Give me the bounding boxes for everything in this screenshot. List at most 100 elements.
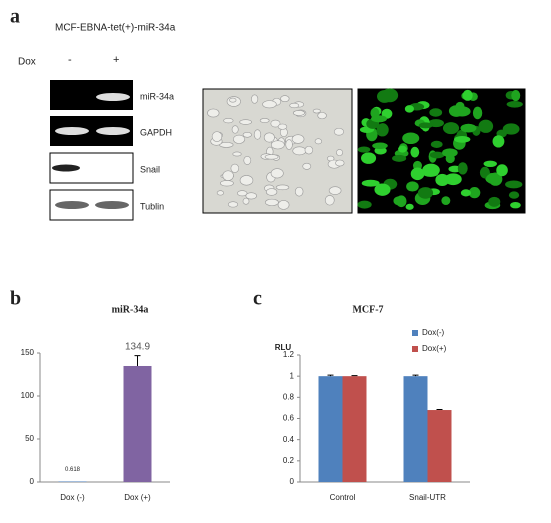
cell xyxy=(242,132,252,138)
cell xyxy=(243,155,252,165)
cell xyxy=(207,108,220,118)
value-label: 134.9 xyxy=(125,341,150,352)
cell xyxy=(239,119,252,125)
cell xyxy=(263,132,275,143)
cell xyxy=(429,108,443,117)
cell xyxy=(453,106,471,117)
cell xyxy=(231,125,239,134)
cell xyxy=(251,94,259,104)
dox-label: Dox xyxy=(18,57,36,68)
cell xyxy=(462,89,473,101)
error-bar xyxy=(412,374,419,377)
panel-title: MCF-EBNA-tet(+)-miR-34a xyxy=(55,23,176,34)
bar xyxy=(58,481,87,482)
cell xyxy=(478,119,494,133)
bar xyxy=(427,410,452,482)
y-tick-label: 0.4 xyxy=(283,435,295,444)
cell xyxy=(472,106,483,120)
band xyxy=(55,201,89,209)
cell xyxy=(285,139,293,150)
cell xyxy=(304,145,314,155)
y-tick-label: 0.8 xyxy=(283,392,295,401)
cell xyxy=(510,201,521,209)
cell xyxy=(486,173,501,185)
cell xyxy=(418,122,433,129)
cell xyxy=(417,187,434,199)
legend-swatch xyxy=(412,346,418,352)
cell xyxy=(442,148,458,158)
cell xyxy=(483,160,497,168)
cell xyxy=(468,187,481,199)
cell xyxy=(229,97,237,103)
cell xyxy=(333,127,345,136)
cell xyxy=(242,197,250,205)
cell xyxy=(292,146,307,156)
y-tick-label: 1.2 xyxy=(283,350,295,359)
cell xyxy=(357,200,372,209)
bar xyxy=(123,365,152,482)
cell xyxy=(262,100,277,109)
chart-title: MCF-7 xyxy=(352,304,383,315)
cell xyxy=(372,142,388,150)
legend-label: Dox(+) xyxy=(422,344,447,353)
y-axis-label: RLU xyxy=(275,343,292,352)
blot-label: Tublin xyxy=(140,201,164,211)
y-tick-label: 150 xyxy=(21,348,35,357)
cell xyxy=(402,132,420,145)
cell xyxy=(264,154,279,160)
cell xyxy=(270,119,281,128)
band xyxy=(52,164,80,172)
x-tick-label: Dox (-) xyxy=(60,493,85,502)
cell xyxy=(404,105,414,113)
y-tick-label: 100 xyxy=(21,391,35,400)
band xyxy=(55,127,89,135)
brightfield-image xyxy=(202,88,353,214)
cell xyxy=(357,146,371,153)
cell xyxy=(430,140,443,148)
cell xyxy=(422,170,439,177)
cell xyxy=(460,189,472,197)
cell xyxy=(376,123,389,137)
error-bar xyxy=(351,375,358,377)
error-bar xyxy=(327,374,334,377)
condition-label: + xyxy=(113,54,119,66)
cell xyxy=(265,188,278,196)
cell xyxy=(392,154,407,162)
blot-label: miR-34a xyxy=(140,91,174,101)
cell xyxy=(294,186,304,197)
band xyxy=(95,201,129,209)
band xyxy=(96,93,130,101)
cell xyxy=(222,170,234,181)
y-tick-label: 0.2 xyxy=(283,456,295,465)
value-label: 0.618 xyxy=(65,467,81,473)
cell xyxy=(502,123,520,135)
cell xyxy=(370,115,387,123)
cell xyxy=(292,110,305,116)
cell xyxy=(406,181,419,192)
cell xyxy=(220,180,234,187)
cell xyxy=(237,190,248,197)
legend-swatch xyxy=(412,330,418,336)
cell xyxy=(376,89,393,103)
cell xyxy=(239,175,254,186)
cell xyxy=(211,131,223,142)
cell xyxy=(492,135,505,148)
cell xyxy=(280,95,290,103)
x-tick-label: Dox (+) xyxy=(124,493,151,502)
cell xyxy=(496,164,508,177)
chart-title: miR-34a xyxy=(112,304,149,315)
cell xyxy=(270,168,284,179)
band xyxy=(96,127,130,135)
cell xyxy=(374,183,391,196)
error-bar xyxy=(436,409,443,411)
cell xyxy=(312,108,321,114)
cell xyxy=(410,146,420,158)
cell xyxy=(508,191,520,199)
x-tick-label: Control xyxy=(330,493,356,502)
panel-label: b xyxy=(10,288,21,310)
cell xyxy=(405,203,414,210)
cell xyxy=(277,200,290,210)
cell xyxy=(441,196,451,206)
cell xyxy=(277,123,288,130)
